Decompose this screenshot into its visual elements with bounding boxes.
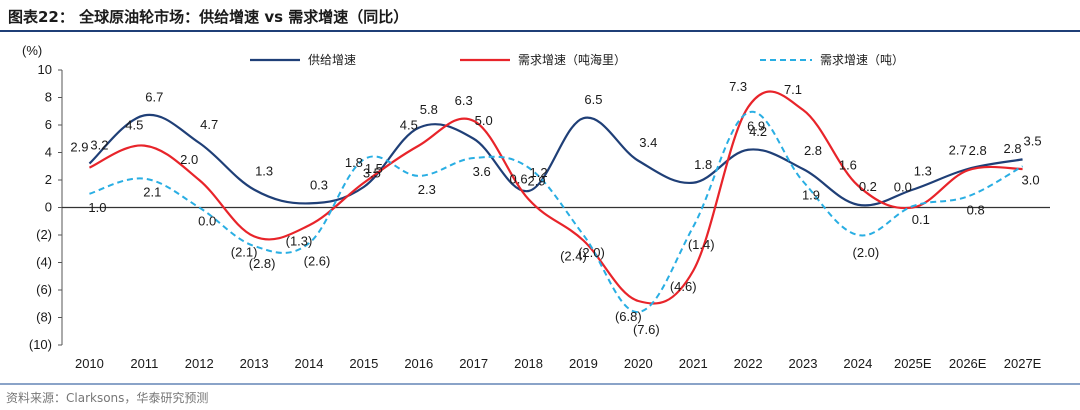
data-label: 3.4 xyxy=(639,135,657,150)
y-tick-label: (6) xyxy=(36,282,52,297)
data-label: 5.8 xyxy=(420,102,438,117)
data-label: (2.0) xyxy=(578,245,605,260)
data-label: 7.1 xyxy=(784,82,802,97)
data-label: 3.6 xyxy=(473,164,491,179)
data-label: 3.2 xyxy=(90,138,108,153)
x-tick-label: 2012 xyxy=(185,356,214,371)
data-label: 1.5 xyxy=(365,161,383,176)
series-line-2 xyxy=(88,90,1023,305)
data-label: 0.3 xyxy=(310,177,328,192)
data-label: 0.1 xyxy=(912,212,930,227)
data-label: (1.4) xyxy=(688,237,715,252)
data-label: 4.5 xyxy=(400,118,418,133)
data-label: (2.4) xyxy=(560,249,587,264)
data-label: 1.3 xyxy=(914,164,932,179)
y-axis-unit: (%) xyxy=(22,43,42,58)
data-label: 2.1 xyxy=(143,185,161,200)
source-note: 资料来源：Clarksons，华泰研究预测 xyxy=(6,391,209,405)
title-divider xyxy=(0,30,1080,32)
data-label: (2.6) xyxy=(304,253,331,268)
data-label: 5.0 xyxy=(475,113,493,128)
data-label: 0.2 xyxy=(859,179,877,194)
chart-title: 图表22： 全球原油轮市场：供给增速 vs 需求增速（同比） xyxy=(8,8,409,26)
legend-label: 需求增速（吨） xyxy=(820,53,904,67)
data-label: (2.0) xyxy=(853,245,880,260)
data-label: 2.8 xyxy=(969,143,987,158)
data-label: 6.7 xyxy=(145,89,163,104)
x-tick-label: 2023 xyxy=(789,356,818,371)
data-label: 0.0 xyxy=(198,214,216,229)
data-label: 4.2 xyxy=(749,124,767,139)
data-label: 1.3 xyxy=(255,164,273,179)
footer-divider xyxy=(0,383,1080,385)
data-label: 1.0 xyxy=(88,200,106,215)
y-tick-label: 2 xyxy=(45,172,52,187)
data-label: 0.0 xyxy=(894,180,912,195)
x-tick-label: 2021 xyxy=(679,356,708,371)
data-label: (4.6) xyxy=(670,279,697,294)
x-tick-label: 2020 xyxy=(624,356,653,371)
x-tick-label: 2027E xyxy=(1004,356,1042,371)
data-label: 2.8 xyxy=(804,143,822,158)
x-tick-label: 2011 xyxy=(130,356,158,371)
data-label: (1.3) xyxy=(286,233,313,248)
data-label: 2.9 xyxy=(70,140,88,155)
x-tick-label: 2022 xyxy=(734,356,763,371)
x-tick-label: 2024 xyxy=(843,356,872,371)
data-label: 1.2 xyxy=(530,165,548,180)
x-tick-label: 2026E xyxy=(949,356,987,371)
y-tick-label: 4 xyxy=(45,145,52,160)
x-tick-label: 2019 xyxy=(569,356,598,371)
data-label: 0.8 xyxy=(967,203,985,218)
data-label: 6.5 xyxy=(584,92,602,107)
y-tick-label: 6 xyxy=(45,117,52,132)
data-label: 2.9 xyxy=(528,174,546,189)
line-chart: (%) 10 8 6 4 2 0 (2) (4) (6) (8) (10) 2010 2011 2012 20… xyxy=(22,43,1050,371)
series-line-1 xyxy=(88,113,1023,207)
y-tick-label: 8 xyxy=(45,90,52,105)
y-tick-label: (8) xyxy=(36,310,52,325)
x-tick-label: 2010 xyxy=(75,356,104,371)
data-label: (6.8) xyxy=(615,309,642,324)
x-tick-label: 2017 xyxy=(459,356,488,371)
data-label: 7.3 xyxy=(729,79,747,94)
data-label: 6.9 xyxy=(747,119,765,134)
data-label: 2.7 xyxy=(949,142,967,157)
x-tick-label: 2014 xyxy=(295,356,324,371)
data-label: 1.6 xyxy=(839,158,857,173)
data-label: 3.0 xyxy=(1022,172,1040,187)
legend-label: 供给增速 xyxy=(308,53,356,67)
x-tick-label: 2018 xyxy=(514,356,543,371)
data-label: 4.5 xyxy=(125,118,143,133)
data-label: (7.6) xyxy=(633,322,660,337)
data-label: 6.3 xyxy=(455,93,473,108)
data-label: 0.6 xyxy=(510,171,528,186)
y-tick-label: 0 xyxy=(45,200,52,215)
data-label: 2.8 xyxy=(1004,141,1022,156)
legend-label: 需求增速（吨海里） xyxy=(518,52,626,67)
data-label: 1.8 xyxy=(345,155,363,170)
x-tick-label: 2016 xyxy=(404,356,433,371)
data-label: (2.8) xyxy=(249,256,276,271)
x-tick-label: 2015 xyxy=(349,356,378,371)
data-label: (2.1) xyxy=(231,244,258,259)
data-label: 2.3 xyxy=(418,182,436,197)
data-label: 2.0 xyxy=(180,152,198,167)
y-tick-label: (4) xyxy=(36,255,52,270)
data-label: 3.5 xyxy=(1024,133,1042,148)
data-label: 4.7 xyxy=(200,117,218,132)
x-tick-label: 2025E xyxy=(894,356,932,371)
data-label: 3.5 xyxy=(363,165,381,180)
series-line-3 xyxy=(89,110,1024,314)
y-tick-label: 10 xyxy=(38,62,52,77)
data-label: 1.8 xyxy=(694,157,712,172)
y-tick-label: (2) xyxy=(36,227,52,242)
data-label: 1.9 xyxy=(802,187,820,202)
x-tick-label: 2013 xyxy=(240,356,269,371)
y-tick-label: (10) xyxy=(29,337,52,352)
